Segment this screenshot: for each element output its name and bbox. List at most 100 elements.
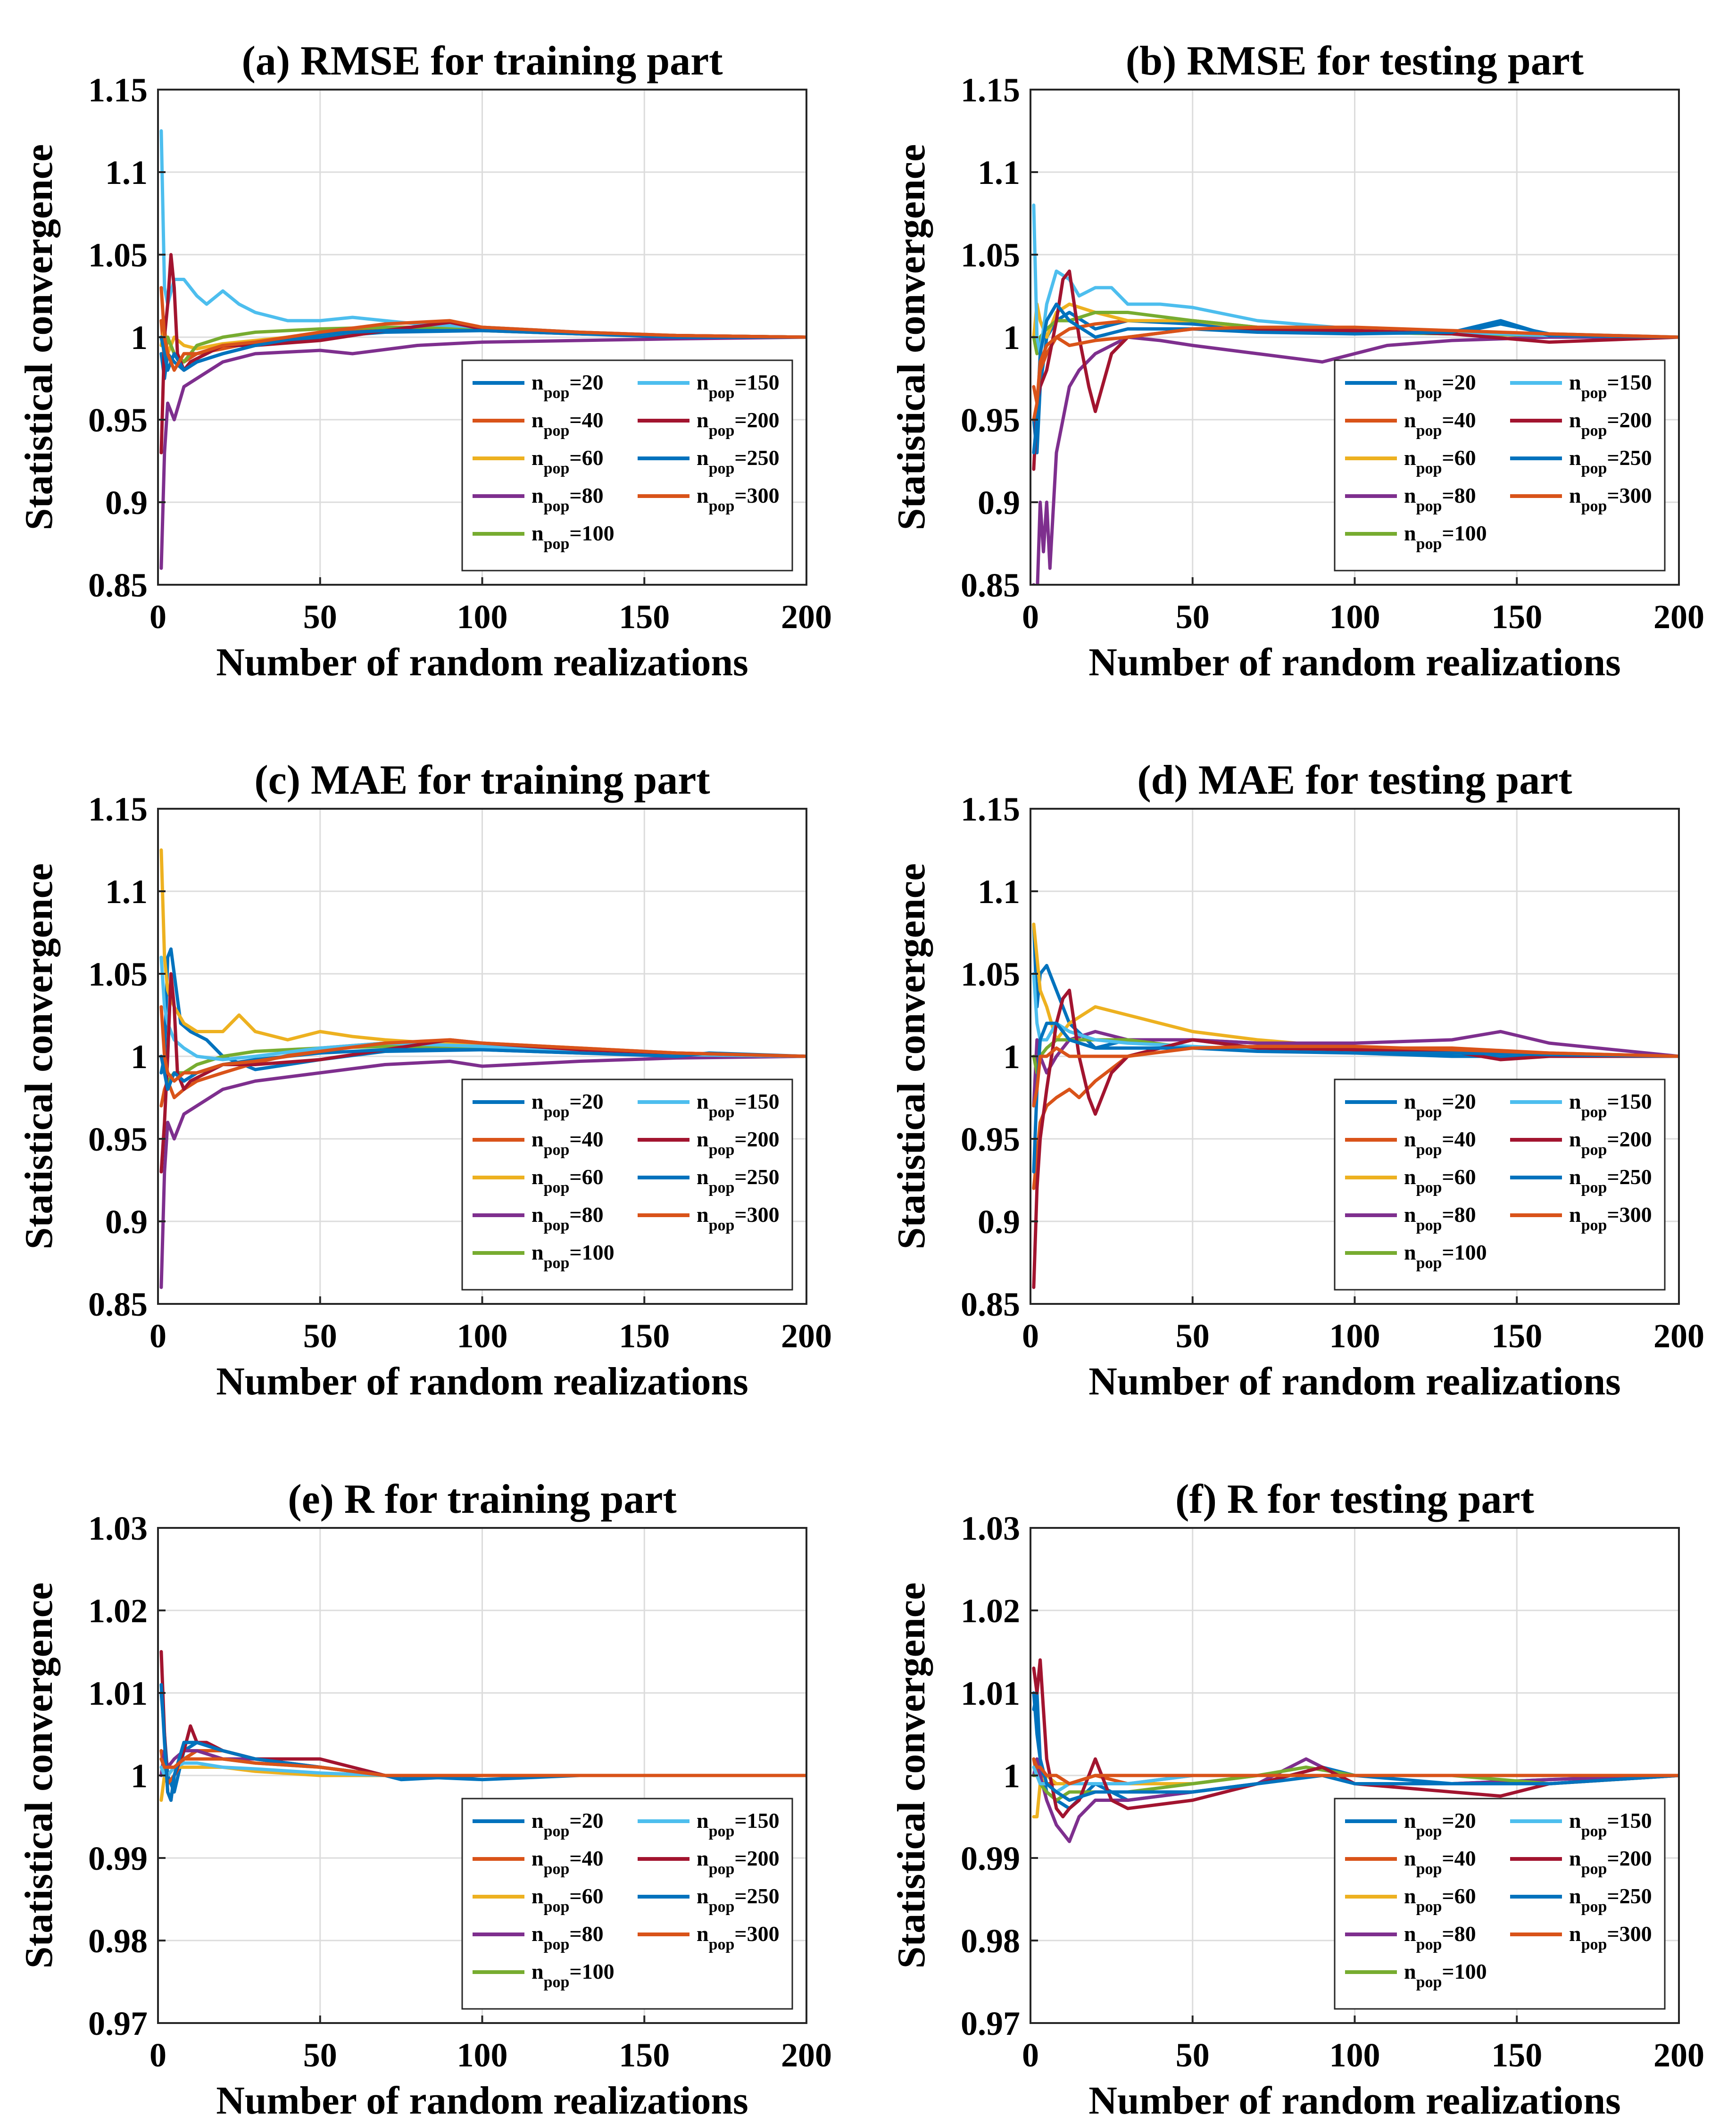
y-tick-label: 1.01 (88, 1675, 148, 1712)
series-line-npop200 (1032, 269, 1679, 471)
legend-entry: npop=80 (473, 1922, 604, 1953)
legend: npop=20npop=40npop=60npop=80npop=100npop… (461, 1798, 793, 2010)
x-tick-label: 200 (1653, 598, 1704, 636)
y-tick-label: 0.99 (961, 1840, 1020, 1877)
legend-label: npop=40 (1404, 1127, 1476, 1159)
y-tick-label: 1 (131, 1038, 148, 1076)
panel-title: (d) MAE for testing part (1137, 757, 1572, 803)
panel-a: 0 50 100 150 200 0.85 0.9 0.95 1 1.05 1.1 1.15 (a) R… (17, 38, 832, 684)
series-line-npop250 (1032, 302, 1679, 455)
x-tick-label: 150 (1491, 2036, 1542, 2074)
legend: npop=20npop=40npop=60npop=80npop=100npop… (1334, 1798, 1666, 2010)
legend-entry: npop=40 (1345, 1127, 1476, 1159)
y-tick-label: 1.15 (961, 790, 1020, 828)
panel-title: (e) R for training part (288, 1476, 676, 1522)
y-tick-label: 0.9 (105, 484, 148, 522)
x-axis-label: Number of random realizations (216, 1360, 748, 1403)
x-tick-label: 0 (1022, 598, 1039, 636)
legend: npop=20npop=40npop=60npop=80npop=100npop… (461, 359, 793, 572)
series-group (1032, 922, 1679, 1289)
x-tick-label: 200 (1653, 2036, 1704, 2074)
legend-entry: npop=60 (473, 1884, 604, 1916)
panel-c: 0 50 100 150 200 0.85 0.9 0.95 1 1.05 1.1 1.15 (c) M… (17, 757, 832, 1403)
y-tick-label: 1.02 (88, 1592, 148, 1630)
y-axis-label: Statistical convergence (17, 1583, 61, 1969)
y-axis-label: Statistical convergence (889, 1583, 933, 1969)
x-axis-label: Number of random realizations (1088, 1360, 1621, 1403)
series-line-npop300 (1032, 1045, 1679, 1108)
x-tick-label: 100 (457, 598, 508, 636)
panel-b: 0 50 100 150 200 0.85 0.9 0.95 1 1.05 1.1 1.15 (b) R… (889, 38, 1704, 684)
series-line-npop250 (1032, 1691, 1679, 1802)
panel-title: (a) RMSE for training part (241, 38, 723, 84)
y-tick-label: 1.15 (961, 71, 1020, 109)
legend-entry: npop=300 (1510, 1922, 1652, 1953)
series-group (159, 1650, 806, 1802)
y-tick-label: 0.85 (961, 1286, 1020, 1323)
series-line-npop20 (1032, 922, 1679, 1058)
panel-title: (b) RMSE for testing part (1126, 38, 1584, 84)
x-tick-label: 100 (1329, 1317, 1380, 1355)
series-line-npop80 (159, 1054, 806, 1289)
x-tick-label: 200 (1653, 1317, 1704, 1355)
panel-title: (c) MAE for training part (254, 757, 710, 803)
x-axis-label: Number of random realizations (1088, 640, 1621, 684)
legend: npop=20npop=40npop=60npop=80npop=100npop… (461, 1078, 793, 1291)
series-line-npop80 (1032, 335, 1679, 585)
y-tick-label: 1.1 (978, 873, 1020, 911)
y-tick-label: 0.99 (88, 1840, 148, 1877)
series-group (1032, 1658, 1679, 1843)
x-tick-label: 50 (303, 2036, 337, 2074)
series-line-npop300 (1032, 325, 1679, 422)
x-tick-label: 150 (1491, 1317, 1542, 1355)
x-tick-label: 0 (1022, 1317, 1039, 1355)
x-tick-label: 200 (781, 1317, 832, 1355)
y-tick-label: 0.95 (961, 1120, 1020, 1158)
x-tick-label: 150 (1491, 598, 1542, 636)
y-tick-label: 1.03 (961, 1510, 1020, 1547)
y-tick-label: 1.1 (105, 873, 148, 911)
x-tick-label: 50 (1176, 1317, 1210, 1355)
legend-entry: npop=150 (1510, 1089, 1652, 1121)
y-tick-label: 1 (131, 1757, 148, 1795)
y-tick-label: 1.03 (88, 1510, 148, 1547)
x-tick-label: 50 (303, 1317, 337, 1355)
series-group (1032, 203, 1679, 585)
y-tick-label: 0.98 (961, 1922, 1020, 1960)
panel-title: (f) R for testing part (1175, 1476, 1534, 1522)
y-tick-label: 1 (131, 319, 148, 357)
y-tick-label: 1.15 (88, 71, 148, 109)
y-tick-label: 1.1 (978, 154, 1020, 191)
series-line-npop200 (1032, 1658, 1679, 1818)
y-tick-label: 1.02 (961, 1592, 1020, 1630)
x-tick-label: 50 (303, 598, 337, 636)
y-tick-label: 0.95 (88, 401, 148, 439)
y-axis-label: Statistical convergence (17, 144, 61, 531)
y-tick-label: 0.9 (978, 484, 1020, 522)
legend-label: npop=300 (1569, 1922, 1652, 1953)
y-tick-label: 0.85 (88, 1286, 148, 1323)
x-tick-label: 100 (457, 2036, 508, 2074)
panel-f: 0 50 100 150 200 0.97 0.98 0.99 1 1.01 1.02 1.03 (f)… (889, 1476, 1704, 2115)
y-axis-label: Statistical convergence (889, 144, 933, 531)
x-tick-label: 100 (457, 1317, 508, 1355)
panel-e: 0 50 100 150 200 0.97 0.98 0.99 1 1.01 1.02 1.03 (e)… (17, 1476, 832, 2115)
x-tick-label: 100 (1329, 598, 1380, 636)
x-tick-label: 0 (150, 2036, 166, 2074)
legend: npop=20npop=40npop=60npop=80npop=100npop… (1334, 1078, 1666, 1291)
y-tick-label: 1 (1003, 1038, 1020, 1076)
x-tick-label: 0 (150, 598, 166, 636)
series-line-npop300 (159, 286, 806, 372)
series-line-npop250 (1032, 1021, 1679, 1174)
series-group (159, 129, 806, 570)
x-tick-label: 0 (1022, 2036, 1039, 2074)
y-tick-label: 1.15 (88, 790, 148, 828)
y-axis-label: Statistical convergence (17, 863, 61, 1250)
x-tick-label: 50 (1176, 598, 1210, 636)
legend: npop=20npop=40npop=60npop=80npop=100npop… (1334, 359, 1666, 572)
panel-d: 0 50 100 150 200 0.85 0.9 0.95 1 1.05 1.1 1.15 (d) M… (889, 757, 1704, 1403)
y-tick-label: 1.01 (961, 1675, 1020, 1712)
series-line-npop80 (159, 335, 806, 570)
y-tick-label: 0.9 (105, 1203, 148, 1241)
